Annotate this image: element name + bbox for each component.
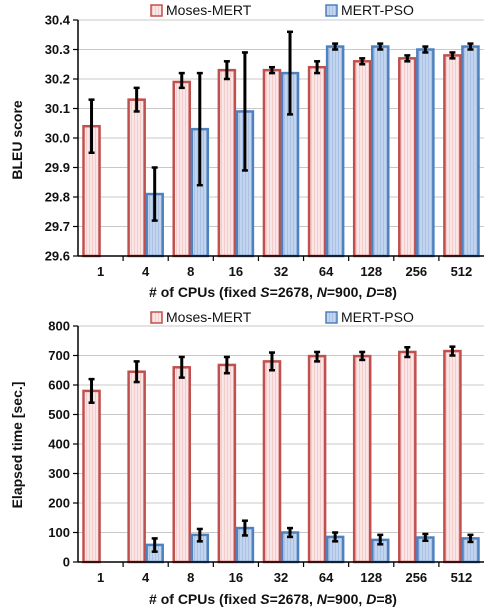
bleu-x-tick-label: 128 xyxy=(360,264,382,279)
time-x-tick-label: 512 xyxy=(451,570,473,585)
bleu-bar-moses xyxy=(127,98,146,258)
bleu-y-tick-label: 29.9 xyxy=(45,160,70,175)
bleu-x-axis-title: # of CPUs (fixed S=2678, N=900, D=8) xyxy=(149,284,397,300)
time-legend-swatch-moses xyxy=(150,311,163,324)
time-bar-moses xyxy=(307,354,327,564)
time-bar-moses xyxy=(217,363,237,564)
bleu-bar-pso xyxy=(416,48,435,258)
bleu-y-tick-label: 29.8 xyxy=(45,190,70,205)
bleu-x-tick-label: 512 xyxy=(451,264,473,279)
time-bar-moses xyxy=(352,354,372,564)
time-y-axis-title: Elapsed time [sec.] xyxy=(9,382,25,509)
time-x-tick-label: 8 xyxy=(187,570,194,585)
time-y-tick-label: 200 xyxy=(48,496,70,511)
time-bars xyxy=(82,349,480,564)
time-y-tick-label: 0 xyxy=(63,555,70,570)
bleu-x-tick-label: 32 xyxy=(274,264,288,279)
bleu-chart: 29.6 29.7 29.8 29.9 30.0 30.1 30.2 30.3 30.4 1 4 8… xyxy=(9,2,484,300)
bleu-bar-pso xyxy=(370,45,390,258)
time-chart: 0 100 200 300 400 500 600 700 800 1 4 8 16 32 64 128 25… xyxy=(9,309,484,607)
time-x-tick-label: 32 xyxy=(274,570,288,585)
bleu-x-tick-label: 8 xyxy=(187,264,194,279)
bleu-y-tick-label: 29.7 xyxy=(45,219,70,234)
bleu-y-tick-label: 29.6 xyxy=(45,249,70,264)
bleu-bar-moses xyxy=(262,68,282,258)
time-bar-moses xyxy=(82,389,101,564)
time-x-tick-label: 256 xyxy=(405,570,427,585)
time-x-tick-label: 1 xyxy=(97,570,104,585)
time-legend-label-pso: MERT-PSO xyxy=(341,309,414,325)
bleu-y-tick-label: 30.2 xyxy=(45,72,70,87)
time-y-tick-label: 500 xyxy=(48,407,70,422)
time-x-ticks: 1 4 8 16 32 64 128 256 512 xyxy=(97,562,472,585)
bleu-x-tick-label: 1 xyxy=(97,264,104,279)
bleu-error-bars xyxy=(88,30,474,222)
time-y-tick-label: 300 xyxy=(48,466,70,481)
time-legend: Moses-MERT MERT-PSO xyxy=(150,309,414,325)
bleu-bar-pso xyxy=(461,45,480,258)
bleu-bar-moses xyxy=(352,60,372,258)
time-y-tick-label: 700 xyxy=(48,348,70,363)
bleu-bar-moses xyxy=(172,80,192,258)
bleu-bar-moses xyxy=(307,65,327,258)
bleu-x-tick-label: 256 xyxy=(405,264,427,279)
bleu-y-tick-label: 30.0 xyxy=(45,131,70,146)
bleu-y-tick-label: 30.3 xyxy=(45,42,70,57)
time-x-tick-label: 4 xyxy=(142,570,150,585)
time-x-tick-label: 128 xyxy=(360,570,382,585)
bleu-x-tick-label: 64 xyxy=(319,264,334,279)
time-y-tick-label: 800 xyxy=(48,319,70,334)
bleu-legend-label-moses: Moses-MERT xyxy=(166,2,252,18)
bleu-y-axis-title: BLEU score xyxy=(9,100,25,180)
bleu-legend-label-pso: MERT-PSO xyxy=(341,2,414,18)
bleu-x-tick-label: 16 xyxy=(229,264,243,279)
bleu-x-ticks: 1 4 8 16 32 64 128 256 512 xyxy=(97,256,472,279)
bleu-bar-moses xyxy=(217,68,237,258)
time-error-bars xyxy=(88,345,474,553)
time-legend-label-moses: Moses-MERT xyxy=(166,309,252,325)
time-y-tick-label: 600 xyxy=(48,378,70,393)
bleu-legend-swatch-pso xyxy=(325,4,338,17)
bleu-y-ticks: 29.6 29.7 29.8 29.9 30.0 30.1 30.2 30.3 30.4 xyxy=(45,13,78,264)
bleu-y-tick-label: 30.1 xyxy=(45,101,70,116)
time-y-tick-label: 100 xyxy=(48,525,70,540)
time-bar-moses xyxy=(398,350,417,564)
bleu-y-tick-label: 30.4 xyxy=(45,13,71,28)
bleu-bars xyxy=(82,45,480,258)
time-bar-moses xyxy=(172,366,192,564)
time-y-ticks: 0 100 200 300 400 500 600 700 800 xyxy=(48,319,78,570)
time-y-tick-label: 400 xyxy=(48,437,70,452)
time-x-axis-title: # of CPUs (fixed S=2678, N=900, D=8) xyxy=(149,591,397,607)
time-x-tick-label: 16 xyxy=(229,570,243,585)
bleu-legend: Moses-MERT MERT-PSO xyxy=(150,2,414,18)
time-x-tick-label: 64 xyxy=(319,570,334,585)
bleu-bar-pso xyxy=(325,45,345,258)
time-legend-swatch-pso xyxy=(325,311,338,324)
time-bar-moses xyxy=(443,349,462,564)
time-bar-moses xyxy=(262,360,282,564)
bleu-bar-moses xyxy=(443,54,462,258)
bleu-bar-moses xyxy=(398,57,417,258)
bleu-legend-swatch-moses xyxy=(150,4,163,17)
bleu-x-tick-label: 4 xyxy=(142,264,150,279)
time-bar-moses xyxy=(127,370,146,564)
